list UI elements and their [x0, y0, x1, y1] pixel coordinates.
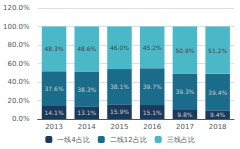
- svg-text:100.0%: 100.0%: [3, 23, 30, 31]
- svg-text:一线4占比: 一线4占比: [57, 136, 89, 144]
- svg-text:39.4%: 39.4%: [208, 89, 227, 96]
- svg-text:三线占比: 三线占比: [167, 136, 195, 144]
- svg-text:15.9%: 15.9%: [110, 108, 129, 115]
- svg-text:40.0%: 40.0%: [7, 78, 30, 86]
- svg-text:48.6%: 48.6%: [77, 45, 96, 52]
- svg-text:2014: 2014: [78, 123, 96, 131]
- svg-text:0.0%: 0.0%: [12, 115, 30, 123]
- svg-text:38.3%: 38.3%: [77, 86, 96, 93]
- svg-text:2013: 2013: [45, 123, 63, 131]
- svg-text:2017: 2017: [176, 123, 194, 131]
- svg-text:2015: 2015: [111, 123, 129, 131]
- svg-text:2016: 2016: [143, 123, 161, 131]
- svg-text:51.2%: 51.2%: [208, 47, 227, 54]
- svg-text:15.1%: 15.1%: [143, 109, 162, 116]
- svg-text:48.3%: 48.3%: [45, 45, 64, 52]
- svg-text:80.0%: 80.0%: [7, 41, 30, 49]
- svg-text:9.4%: 9.4%: [210, 111, 226, 118]
- svg-text:45.2%: 45.2%: [143, 44, 162, 51]
- svg-text:50.9%: 50.9%: [175, 47, 194, 54]
- svg-text:9.8%: 9.8%: [177, 111, 193, 118]
- svg-text:37.6%: 37.6%: [45, 85, 64, 92]
- svg-text:14.1%: 14.1%: [45, 109, 64, 116]
- svg-text:39.3%: 39.3%: [175, 88, 194, 95]
- svg-text:39.7%: 39.7%: [143, 83, 162, 90]
- svg-text:46.0%: 46.0%: [110, 44, 129, 51]
- svg-text:13.1%: 13.1%: [77, 109, 96, 116]
- svg-text:60.0%: 60.0%: [7, 60, 30, 68]
- svg-text:二线12占比: 二线12占比: [110, 136, 147, 144]
- svg-text:120.0%: 120.0%: [3, 4, 30, 12]
- svg-text:20.0%: 20.0%: [7, 97, 30, 105]
- svg-text:2018: 2018: [209, 123, 227, 131]
- svg-text:38.1%: 38.1%: [110, 83, 129, 90]
